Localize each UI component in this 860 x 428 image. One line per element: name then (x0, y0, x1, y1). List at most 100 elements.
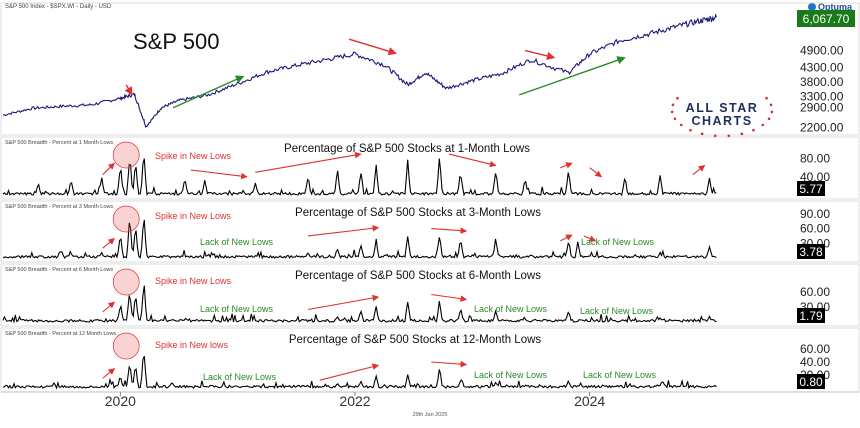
logo-star (767, 117, 771, 121)
breadth-panel-title: Percentage of S&P 500 Stocks at 3-Month … (295, 207, 541, 219)
breadth-arrow-red (190, 169, 248, 180)
breadth-y-tick-label: 90.00 (800, 207, 830, 221)
breadth-panel-3: S&P 500 Breadth - Percent at 6 Month Low… (2, 267, 830, 324)
breadth-arrow-red (102, 368, 115, 379)
all-star-charts-logo: ALL STAR CHARTS (670, 96, 774, 138)
last-price-badge-bg (797, 10, 855, 27)
lack-of-new-lows-label: Lack of New Lows (580, 306, 654, 316)
optuma-brand-label: Optuma (818, 2, 853, 12)
breadth-y-tick-label: 60.00 (800, 222, 830, 236)
logo-star (713, 134, 717, 138)
breadth-arrow-red (448, 153, 497, 168)
price-arrow-red (124, 84, 133, 96)
logo-star (671, 103, 675, 107)
logo-star (673, 117, 677, 121)
price-y-tick-label: 4900.00 (800, 44, 844, 58)
breadth-arrow-red (560, 234, 573, 242)
price-arrow-green (172, 75, 245, 109)
breadth-panel-header: S&P 500 Breadth - Percent at 12 Month Lo… (5, 331, 116, 337)
breadth-series-line (2, 285, 717, 324)
breadth-y-tick-label: 80.00 (800, 152, 830, 166)
last-value-badge-bg (797, 181, 825, 196)
lack-of-new-lows-label: Lack of New Lows (200, 237, 274, 247)
breadth-panel-header: S&P 500 Breadth - Percent at 1 Month Low… (5, 140, 113, 146)
breadth-panel-title: Percentage of S&P 500 Stocks at 6-Month … (295, 270, 541, 282)
footer-date: 29th Jan 2025 (413, 412, 448, 418)
breadth-arrow-red (255, 151, 362, 173)
logo-star (700, 132, 704, 136)
panel-frame-1 (0, 136, 860, 200)
logo-star (689, 128, 692, 132)
breadth-panels: S&P 500 Breadth - Percent at 1 Month Low… (2, 140, 830, 390)
x-axis-label: 2022 (339, 393, 370, 409)
breadth-arrow-red (431, 293, 468, 302)
price-y-tick-label: 3300.00 (800, 89, 844, 103)
logo-star (727, 134, 731, 138)
price-y-tick-label: 2900.00 (800, 101, 844, 115)
logo-star-ring (670, 96, 774, 138)
source-line: S&P 500 Index - $SPX.WI - Daily - USD (5, 4, 112, 10)
breadth-arrow-red (589, 167, 602, 178)
last-value-badge: 0.80 (799, 375, 823, 389)
optuma-brand: Optuma (808, 2, 853, 12)
lack-of-new-lows-label: Lack of New Lows (581, 237, 655, 247)
breadth-panel-4: S&P 500 Breadth - Percent at 12 Month Lo… (2, 331, 830, 390)
breadth-panel-2: S&P 500 Breadth - Percent at 3 Month Low… (2, 204, 830, 260)
price-annotation-arrows (124, 38, 626, 109)
spike-highlight-circle (112, 332, 140, 360)
breadth-arrow-red (308, 225, 380, 237)
breadth-series-line (2, 355, 717, 390)
breadth-arrow-red (102, 162, 115, 175)
breadth-y-tick-label: 40.00 (800, 355, 830, 369)
spike-highlight-circle (112, 141, 140, 169)
last-value-badge-bg (797, 244, 825, 259)
logo-line-1: ALL STAR (686, 101, 759, 115)
lack-of-new-lows-label: Lack of New Lows (474, 304, 548, 314)
breadth-arrow-red (319, 363, 380, 381)
last-value-badge: 5.77 (799, 182, 823, 196)
lack-of-new-lows-label: Lack of New Lows (200, 304, 274, 314)
price-chart-title: S&P 500 (133, 29, 219, 54)
price-y-tick-label: 2200.00 (800, 121, 844, 135)
logo-star (761, 123, 765, 127)
breadth-arrow-red (692, 165, 706, 175)
last-value-badge: 1.79 (799, 309, 823, 323)
price-y-tick-label: 3800.00 (800, 75, 844, 89)
breadth-panel-title: Percentage of S&P 500 Stocks at 1-Month … (284, 143, 530, 155)
price-panel: S&P 500 4900.00 4300.003800.003300.002900… (2, 10, 855, 138)
last-price-badge: 6,067.70 (797, 10, 855, 27)
breadth-y-tick-label: 40.00 (800, 170, 830, 184)
breadth-arrow-red (431, 360, 468, 368)
breadth-arrow-red (583, 235, 597, 242)
panel-frame-2 (0, 200, 860, 263)
spike-in-new-lows-label: Spike in New lows (155, 340, 229, 350)
breadth-panel-header: S&P 500 Breadth - Percent at 3 Month Low… (5, 204, 113, 210)
logo-star (769, 103, 773, 107)
breadth-arrow-red (431, 227, 468, 234)
x-axis: 2020 2022 2024 (1, 391, 859, 409)
x-axis-label: 2024 (574, 393, 605, 409)
logo-star (770, 110, 774, 114)
logo-star (765, 96, 768, 100)
lack-of-new-lows-label: Lack of New Lows (203, 372, 277, 382)
breadth-arrow-red (307, 294, 380, 311)
x-axis-label: 2020 (105, 393, 136, 409)
breadth-panel-title: Percentage of S&P 500 Stocks at 12-Month… (289, 334, 542, 346)
panel-frame-3 (0, 263, 860, 327)
lack-of-new-lows-label: Lack of New Lows (474, 370, 548, 380)
breadth-y-tick-label: 60.00 (800, 285, 830, 299)
logo-star (752, 128, 755, 132)
spike-in-new-lows-label: Spike in New Lows (155, 276, 232, 286)
breadth-series-line (2, 219, 717, 260)
panel-frame-0 (0, 2, 860, 136)
lack-of-new-lows-label: Lack of New Lows (583, 370, 657, 380)
logo-star (679, 123, 683, 127)
price-series-line (2, 12, 717, 128)
last-value-badge: 3.78 (799, 245, 823, 259)
price-arrow-green (519, 56, 626, 96)
last-price-value: 6,067.70 (803, 12, 850, 26)
last-value-badge-bg (797, 308, 825, 323)
